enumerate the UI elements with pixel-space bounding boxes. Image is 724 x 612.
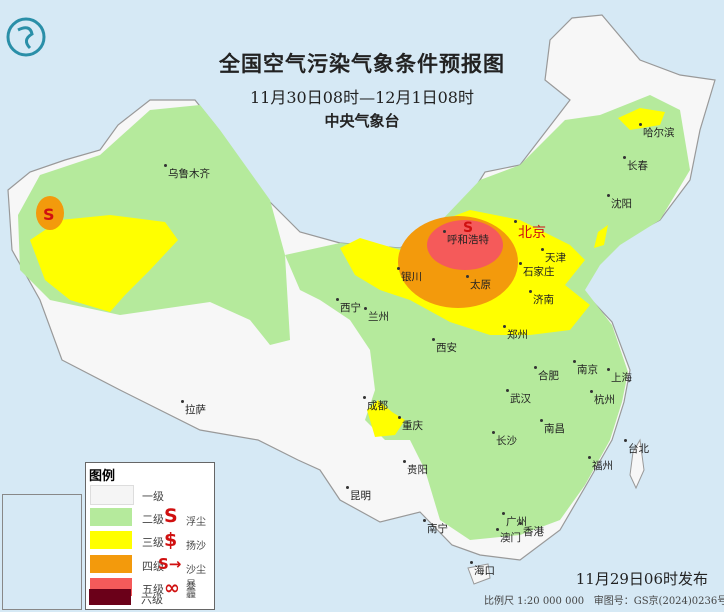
floating-dust-marker: S [463, 220, 473, 236]
scale-and-approval: 比例尺 1:20 000 000 审图号：GS京(2024)0236号 [484, 592, 724, 607]
city-label: 银川 [397, 267, 422, 283]
city-label: 北京 [514, 220, 546, 242]
city-label: 兰州 [364, 307, 389, 323]
legend-swatch-level2 [90, 508, 132, 526]
legend-level-label: 五级 [142, 583, 164, 596]
legend-symbol-label: 沙尘暴 [186, 565, 206, 591]
cma-logo [6, 17, 46, 57]
legend-swatch-level3 [90, 531, 132, 549]
taiwan [629, 438, 645, 490]
city-label: 香港 [519, 522, 544, 538]
map-title: 全国空气污染气象条件预报图 [219, 52, 505, 76]
city-label: 西宁 [336, 298, 361, 314]
city-label: 南京 [573, 360, 598, 376]
city-label: 天津 [541, 248, 566, 264]
legend-level-label: 三级 [142, 536, 164, 549]
approval-number: 审图号：GS京(2024)0236号 [593, 596, 724, 607]
legend: 图例 一级 二级 三级 四级 五级 S 浮尘 $ 扬沙 S→ 沙尘暴 ∞ 霾 [85, 462, 215, 610]
city-label: 昆明 [346, 486, 371, 502]
city-label: 广州 [502, 512, 527, 528]
city-label: 石家庄 [519, 262, 555, 278]
city-label: 济南 [529, 290, 554, 306]
blowing-sand-icon: $ [164, 529, 178, 551]
sandstorm-icon: S→ [158, 555, 182, 573]
legend-level-label: 六级 [141, 593, 163, 606]
city-label: 郑州 [503, 325, 528, 341]
map-scale: 比例尺 1:20 000 000 [484, 596, 585, 607]
agency-name: 中央气象台 [324, 112, 400, 130]
level3-area-liaoning [594, 225, 608, 248]
city-label: 海口 [470, 561, 495, 577]
city-label: 上海 [607, 368, 632, 384]
city-label: 沈阳 [607, 194, 632, 210]
level3-area-harbin [618, 108, 665, 130]
cma-logo-swirl [17, 26, 34, 50]
city-label: 合肥 [534, 366, 559, 382]
city-label: 重庆 [398, 416, 423, 432]
city-label: 福州 [588, 456, 613, 472]
legend-level-label: 四级 [142, 560, 164, 573]
legend-swatch-level1 [90, 485, 134, 505]
city-label: 西安 [432, 338, 457, 354]
legend-level-label: 一级 [142, 490, 164, 503]
city-label: 乌鲁木齐 [164, 164, 210, 180]
hainan [467, 563, 491, 585]
level3-area-sichuan [367, 400, 405, 437]
legend-level-label: 二级 [142, 513, 164, 526]
level3-area-xinjiang [30, 215, 178, 312]
legend-swatch-level4 [90, 555, 132, 573]
level5-area-hohhot [427, 220, 503, 270]
level4-area-xinjiang [36, 196, 64, 230]
city-label: 成都 [363, 396, 388, 412]
city-label: 南宁 [423, 519, 448, 535]
issue-time: 11月29日06时发布 [575, 570, 708, 588]
floating-dust-icon: S [164, 505, 178, 527]
city-label: 武汉 [506, 389, 531, 405]
city-label: 呼和浩特 [443, 230, 489, 246]
floating-dust-marker: S [43, 205, 55, 224]
legend-title: 图例 [89, 469, 116, 484]
city-label: 长春 [623, 156, 648, 172]
legend-symbol-label: 霾 [186, 589, 196, 600]
south-china-sea-inset [2, 494, 82, 610]
city-label: 贵阳 [403, 460, 428, 476]
city-label: 太原 [466, 275, 491, 291]
forecast-period: 11月30日08时—12月1日08时 [250, 88, 474, 107]
legend-swatch-level6 [89, 589, 131, 605]
city-label: 拉萨 [181, 400, 206, 416]
city-label: 长沙 [492, 431, 517, 447]
haze-icon: ∞ [164, 577, 180, 599]
city-label: 澳门 [496, 528, 521, 544]
city-label: 台北 [624, 439, 649, 455]
city-label: 杭州 [590, 390, 615, 406]
legend-symbol-label: 浮尘 [186, 517, 206, 528]
legend-symbol-label: 扬沙 [186, 541, 206, 552]
city-label: 哈尔滨 [639, 123, 675, 139]
city-label: 南昌 [540, 419, 565, 435]
